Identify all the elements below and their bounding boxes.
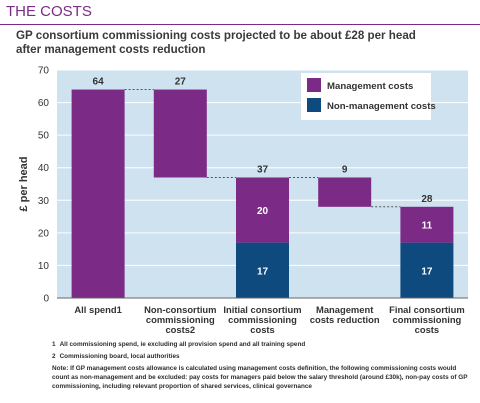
x-tick-label: costs reduction xyxy=(310,314,380,325)
x-tick-label: All spend1 xyxy=(74,304,121,315)
chart-title-line-2: after management costs reduction xyxy=(16,43,206,56)
x-tick-label: Management xyxy=(316,304,373,315)
chart-title-line-1: GP consortium commissioning costs projec… xyxy=(16,29,416,42)
y-tick-label: 70 xyxy=(38,66,50,77)
bar-segment xyxy=(236,242,289,298)
x-tick-label: Initial consortium xyxy=(223,304,301,315)
segment-value-label: 17 xyxy=(421,266,433,277)
segment-value-label: 17 xyxy=(257,266,269,277)
y-tick-label: 30 xyxy=(38,196,50,207)
bar-total-label: 9 xyxy=(342,164,348,175)
waterfall-chart: 0 10 20 30 40 50 60 70 £ per head 64 All spend1 27 N… xyxy=(18,66,468,335)
legend-label: Non-management costs xyxy=(327,101,436,112)
footnote-note: Note: If GP management costs allowance i… xyxy=(52,365,468,390)
x-tick-label: commissioning xyxy=(393,314,462,325)
bar-segment xyxy=(71,89,125,299)
footnote-1: 1 All commissioning spend, ie excluding a… xyxy=(52,340,472,349)
y-tick-label: 20 xyxy=(38,228,50,239)
y-tick-label: 40 xyxy=(38,163,50,174)
x-tick-label: costs xyxy=(415,324,440,335)
x-tick-label: costs2 xyxy=(165,324,195,335)
x-tick-label: commissioning xyxy=(228,314,297,325)
bar-total-label: 28 xyxy=(421,194,433,205)
segment-value-label: 20 xyxy=(257,206,269,217)
legend-label: Management costs xyxy=(327,81,413,92)
footnote-2-number: 2 xyxy=(52,353,56,360)
bar-total-label: 37 xyxy=(257,164,269,175)
section-title: THE COSTS xyxy=(6,3,92,20)
x-tick-label: Non-consortium xyxy=(144,304,216,315)
bar-total-label: 27 xyxy=(175,77,187,88)
y-axis-label: £ per head xyxy=(18,156,30,211)
legend-box xyxy=(301,73,431,120)
legend-swatch xyxy=(307,98,321,112)
y-tick-label: 60 xyxy=(38,98,50,109)
legend-swatch xyxy=(307,78,321,92)
y-tick-label: 0 xyxy=(43,294,49,305)
x-tick-label: Final consortium xyxy=(389,304,465,315)
y-tick-label: 10 xyxy=(38,261,50,272)
bar-total-label: 64 xyxy=(93,77,105,88)
bar-segment xyxy=(236,177,289,243)
x-tick-label: costs xyxy=(250,324,275,335)
footnote-2: 2 Commissioning board, local authorities xyxy=(52,352,472,361)
x-tick-label: commissioning xyxy=(146,314,215,325)
footnote-1-text: All commissioning spend, ie excluding al… xyxy=(59,341,306,348)
chart-title: GP consortium commissioning costs projec… xyxy=(16,29,456,57)
segment-value-label: 11 xyxy=(422,221,433,232)
bar-segment xyxy=(400,242,454,298)
bar-segment xyxy=(153,89,207,178)
title-rule xyxy=(0,24,480,25)
bar-segment xyxy=(400,206,454,243)
bar-segment xyxy=(318,177,372,207)
y-tick-label: 50 xyxy=(38,131,50,142)
footnote-1-number: 1 xyxy=(52,341,56,348)
footnote-2-text: Commissioning board, local authorities xyxy=(59,353,180,360)
